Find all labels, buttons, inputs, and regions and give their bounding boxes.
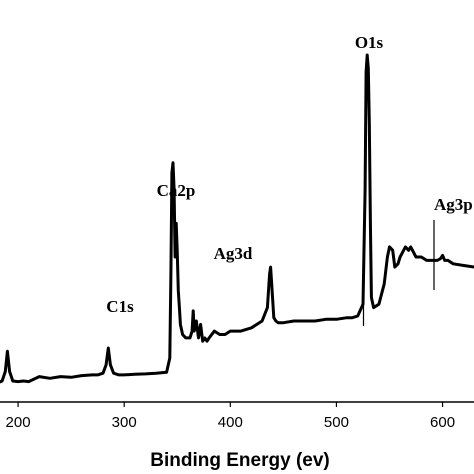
x-tick-label: 400 bbox=[218, 414, 243, 431]
peak-label: C1s bbox=[106, 297, 134, 316]
peak-annotations: C1s Ca2p Ag3d O1s Ag3p bbox=[106, 33, 473, 326]
peak-label: Ag3p bbox=[434, 195, 473, 214]
x-tick-label: 300 bbox=[112, 414, 137, 431]
peak-label: Ag3d bbox=[214, 244, 253, 263]
plot-area bbox=[0, 53, 474, 403]
x-axis-ticks: 200 300 400 500 600 bbox=[6, 402, 455, 431]
x-tick-label: 500 bbox=[324, 414, 349, 431]
spectrum-line bbox=[0, 53, 474, 384]
peak-label: O1s bbox=[355, 33, 384, 52]
peak-label: Ca2p bbox=[157, 181, 196, 200]
x-axis-title: Binding Energy (ev) bbox=[150, 450, 329, 471]
x-tick-label: 600 bbox=[430, 414, 455, 431]
x-tick-label: 200 bbox=[6, 414, 31, 431]
